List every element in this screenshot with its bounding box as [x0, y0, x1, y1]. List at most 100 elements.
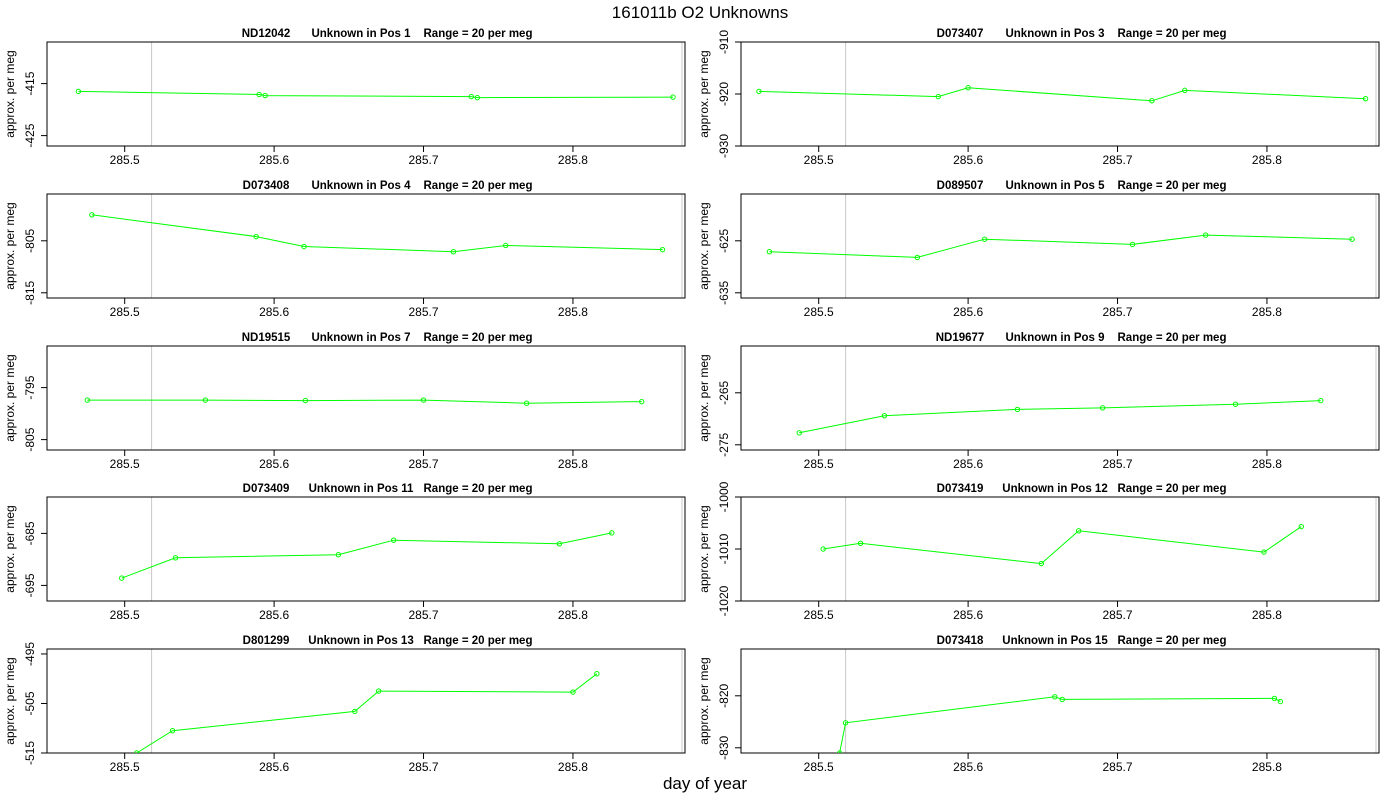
x-tick-label: 285.6 [953, 457, 983, 471]
series-line [769, 234, 1353, 258]
data-point [1318, 397, 1324, 404]
series-line [758, 87, 1366, 102]
x-tick-label: 285.8 [558, 305, 588, 319]
panel-title-range: Range = 20 per meg [1118, 180, 1227, 192]
panel-title-range: Range = 20 per meg [424, 332, 533, 344]
x-tick-label: 285.6 [953, 153, 983, 167]
x-tick-label: 285.7 [409, 153, 439, 167]
y-axis-label: approx. per meg [697, 505, 711, 592]
panel-title-position: Unknown in Pos 9 [1005, 332, 1104, 344]
x-tick-label: 285.5 [110, 760, 140, 774]
y-axis-label: approx. per meg [3, 657, 17, 744]
panel-title-position: Unknown in Pos 3 [1005, 28, 1104, 40]
data-point [594, 671, 600, 677]
data-series [84, 397, 645, 406]
data-point [468, 93, 475, 100]
x-tick-label: 285.8 [558, 760, 588, 774]
data-point [523, 400, 530, 406]
y-tick-label: -1000 [717, 481, 731, 512]
data-point [659, 246, 666, 253]
data-point [1261, 549, 1267, 555]
data-point [1099, 405, 1106, 411]
panel-frame [740, 648, 1380, 754]
data-point [881, 412, 888, 419]
data-series [820, 523, 1305, 567]
data-point [570, 689, 576, 695]
x-tick-label: 285.8 [558, 153, 588, 167]
y-axis-label: approx. per meg [3, 202, 17, 289]
y-axis-label: approx. per meg [3, 50, 17, 137]
data-point [857, 540, 864, 546]
data-point [1202, 232, 1209, 238]
panel-title-range: Range = 20 per meg [1118, 635, 1227, 647]
x-tick-label: 285.6 [259, 305, 289, 319]
data-point [1059, 696, 1065, 703]
y-axis-label: approx. per meg [697, 354, 711, 441]
x-tick-label: 285.7 [409, 457, 439, 471]
data-point [450, 249, 457, 255]
y-tick-label: -1010 [717, 533, 731, 564]
panel-frame [740, 193, 1380, 299]
data-point [1149, 98, 1155, 104]
panel-title-id: D073419 [937, 483, 984, 495]
data-point [172, 555, 179, 561]
x-tick-label: 285.6 [259, 760, 289, 774]
panel-title-position: Unknown in Pos 7 [311, 332, 410, 344]
series-line [823, 526, 1302, 565]
y-tick-label: -415 [23, 71, 37, 95]
panel-title-id: D073409 [243, 483, 290, 495]
data-point [1349, 236, 1355, 242]
panel-D073409: D073409 Unknown in Pos 11 Range = 20 per m… [3, 483, 686, 622]
y-tick-label: -265 [717, 380, 731, 404]
x-tick-label: 285.6 [953, 305, 983, 319]
y-tick-label: -625 [717, 228, 731, 252]
y-axis-label: approx. per meg [697, 657, 711, 744]
data-point [842, 720, 849, 726]
data-point [1277, 698, 1284, 705]
panel-ND12042: ND12042 Unknown in Pos 1 Range = 20 per me… [3, 28, 686, 167]
x-tick-label: 285.7 [1103, 457, 1133, 471]
panel-title-id: D073418 [937, 635, 984, 647]
x-tick-label: 285.7 [1103, 608, 1133, 622]
series-line [136, 673, 598, 753]
x-tick-label: 285.8 [1252, 305, 1282, 319]
y-axis-label: approx. per meg [697, 50, 711, 137]
panel-ND19677: ND19677 Unknown in Pos 9 Range = 20 per me… [697, 332, 1380, 471]
data-point [638, 398, 645, 405]
series-line [87, 399, 642, 404]
data-point [202, 397, 209, 403]
y-tick-label: -910 [717, 30, 731, 54]
data-point [75, 88, 82, 95]
data-point [335, 552, 342, 558]
x-tick-label: 285.8 [1252, 760, 1282, 774]
data-point [133, 750, 140, 753]
data-point [352, 708, 358, 715]
x-tick-label: 285.7 [409, 760, 439, 774]
y-tick-label: -695 [23, 573, 37, 597]
x-tick-label: 285.6 [953, 608, 983, 622]
panel-frame [740, 496, 1380, 602]
data-series [119, 530, 615, 581]
data-series [836, 694, 1284, 753]
data-point [302, 397, 309, 404]
data-point [914, 254, 921, 261]
data-series [75, 88, 676, 101]
panel-title-id: ND19515 [242, 332, 291, 344]
data-point [1362, 95, 1369, 102]
data-point [556, 541, 563, 547]
figure-title: 161011b O2 Unknowns [611, 3, 789, 22]
panel-title-id: D089507 [937, 180, 984, 192]
data-point [1038, 560, 1045, 567]
data-point [256, 91, 262, 98]
panel-D073408: D073408 Unknown in Pos 4 Range = 20 per me… [3, 180, 686, 319]
x-tick-label: 285.8 [558, 457, 588, 471]
data-point [965, 85, 971, 91]
x-tick-label: 285.8 [1252, 153, 1282, 167]
x-tick-label: 285.5 [110, 305, 140, 319]
y-tick-label: -805 [23, 228, 37, 252]
y-axis-label: approx. per meg [3, 505, 17, 592]
panel-title-id: D801299 [243, 635, 290, 647]
x-tick-label: 285.8 [1252, 457, 1282, 471]
x-tick-label: 285.5 [804, 305, 834, 319]
